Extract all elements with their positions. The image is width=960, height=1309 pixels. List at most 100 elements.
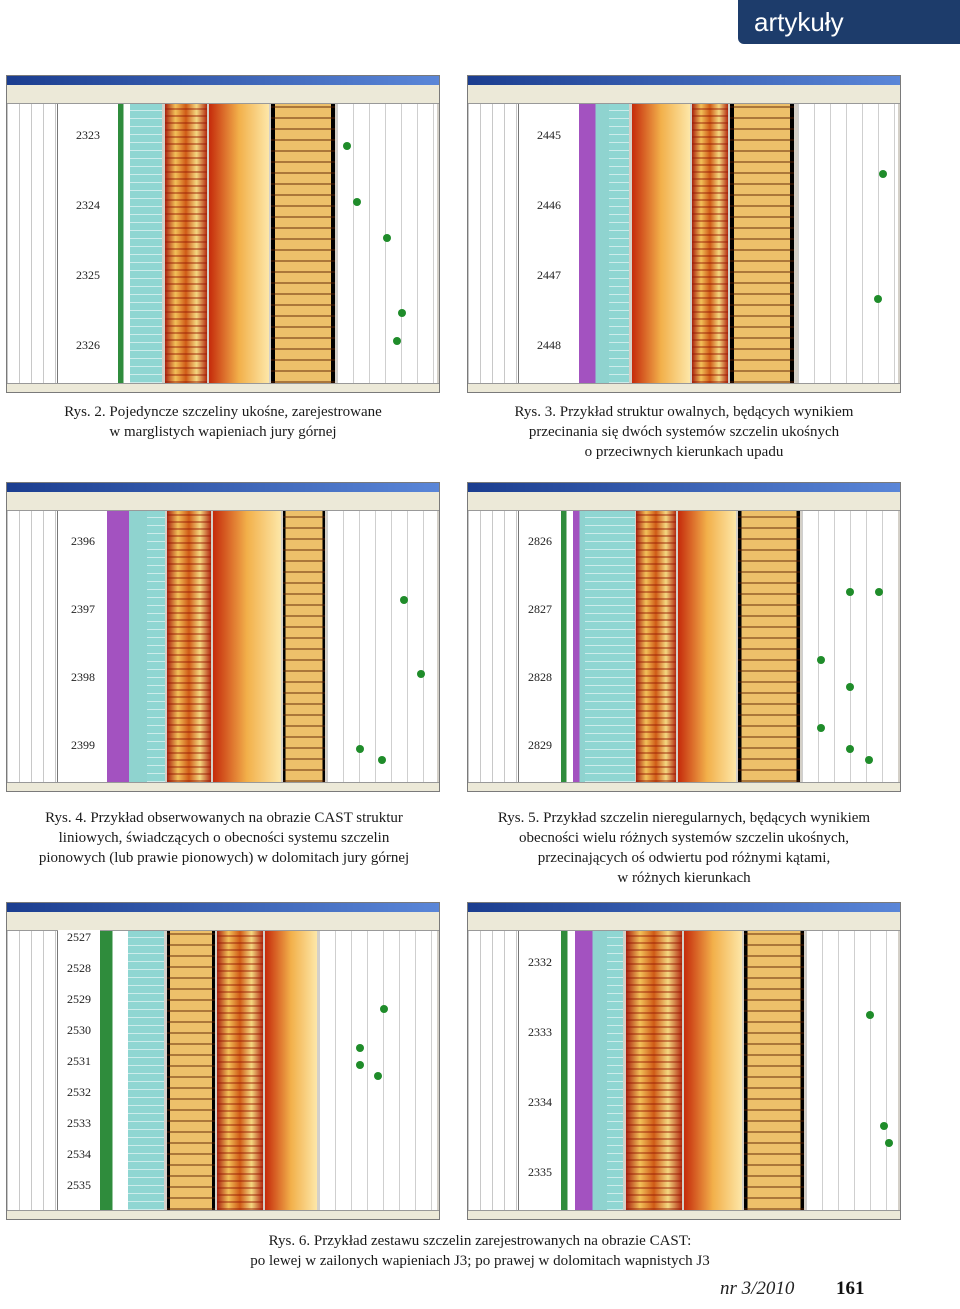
grid-track: [468, 511, 518, 782]
depth-label: 2447: [519, 267, 579, 282]
win-menu[interactable]: [468, 912, 900, 920]
depth-label: 2826: [519, 534, 561, 549]
dip-tadpole-marker: [400, 596, 408, 605]
dip-track: [802, 511, 898, 782]
dip-tadpole-marker: [879, 169, 887, 178]
win-menu[interactable]: [7, 85, 439, 93]
cyan-track: [585, 511, 635, 782]
win-tool[interactable]: [468, 93, 900, 104]
depth-label: 2528: [58, 961, 100, 976]
win-status[interactable]: [468, 383, 900, 392]
depth-label: 2527: [58, 930, 100, 945]
dip-tadpole-marker: [846, 683, 854, 692]
cast3-track: [283, 511, 325, 782]
win-status[interactable]: [7, 1210, 439, 1219]
grid-track: [7, 104, 57, 383]
dip-track: [798, 104, 898, 383]
cast2-track: [684, 931, 742, 1210]
depth-label: 2333: [519, 1025, 561, 1040]
dip-tadpole-marker: [880, 1122, 889, 1131]
green-track: [561, 511, 573, 782]
depth-label: 2398: [58, 669, 108, 684]
depth-label: 2335: [519, 1164, 561, 1179]
depth-track: 2332 2333 2334 2335: [518, 931, 562, 1210]
figure-rys2: 2323 2324 2325 2326: [6, 75, 440, 393]
win-menu[interactable]: [7, 492, 439, 500]
dip-tadpole-marker: [378, 756, 386, 765]
cast2-track: [678, 511, 736, 782]
section-tag-label: artykuły: [754, 7, 844, 37]
dip-track: [337, 104, 437, 383]
footer: nr 3/2010 161: [0, 1269, 960, 1309]
win-tool[interactable]: [468, 500, 900, 511]
win-tool[interactable]: [7, 920, 439, 931]
cast1-track: [636, 511, 676, 782]
cyan-track: [130, 104, 162, 383]
depth-label: 2530: [58, 1023, 100, 1038]
dip-tadpole-marker: [374, 1072, 382, 1081]
depth-label: 2396: [58, 534, 108, 549]
dip-tadpole-marker: [356, 745, 364, 754]
dip-tadpole-marker: [379, 1005, 388, 1014]
grid-track: [7, 931, 57, 1210]
caption-rys5: Rys. 5. Przykład szczelin nieregularnych…: [497, 810, 871, 886]
dip-tadpole-marker: [884, 1139, 893, 1148]
depth-label: 2533: [58, 1116, 100, 1131]
win-status[interactable]: [468, 782, 900, 791]
depth-label: 2446: [519, 198, 579, 213]
figure-rys3: 2445 2446 2447 2448: [467, 75, 901, 393]
cast3-track: [271, 104, 335, 383]
depth-label: 2326: [58, 337, 118, 352]
depth-label: 2334: [519, 1094, 561, 1109]
violet-track: [579, 104, 609, 383]
dip-tadpole-marker: [416, 669, 425, 678]
figure-rys4: 2396 2397 2398 2399: [6, 482, 440, 792]
win-tool[interactable]: [7, 93, 439, 104]
cast1-track: [626, 931, 682, 1210]
depth-label: 2397: [58, 602, 108, 617]
dip-track: [319, 931, 437, 1210]
cyan-track: [128, 931, 164, 1210]
win-status[interactable]: [7, 782, 439, 791]
win-tool[interactable]: [7, 500, 439, 511]
win-menu[interactable]: [468, 85, 900, 93]
green-track: [561, 931, 575, 1210]
depth-label: 2531: [58, 1054, 100, 1069]
caption-rys3: Rys. 3. Przykład struktur owalnych, będą…: [514, 404, 854, 460]
depth-label: 2535: [58, 1178, 100, 1193]
violet-track: [573, 511, 585, 782]
figure-rys5: 2826 2827 2828 2829: [467, 482, 901, 792]
cast3-track: [167, 931, 215, 1210]
win-status[interactable]: [468, 1210, 900, 1219]
depth-label: 2448: [519, 337, 579, 352]
win-tool[interactable]: [468, 920, 900, 931]
depth-label: 2325: [58, 267, 118, 282]
win-menu[interactable]: [468, 492, 900, 500]
green-track: [118, 104, 130, 383]
cast2-track: [209, 104, 269, 383]
depth-track: 2527 2528 2529 2530 2531 2532 2533 2534 2535: [57, 930, 101, 1210]
cast1-track: [165, 104, 207, 383]
dip-tadpole-marker: [865, 756, 874, 765]
dip-tadpole-marker: [356, 1060, 365, 1069]
cast2-track: [632, 104, 690, 383]
depth-label: 2828: [519, 669, 561, 684]
win-menu[interactable]: [7, 912, 439, 920]
dip-tadpole-marker: [846, 588, 854, 597]
grid-track: [7, 511, 57, 782]
depth-track: 2826 2827 2828 2829: [518, 511, 562, 782]
depth-label: 2532: [58, 1085, 100, 1100]
caption-rys2: Rys. 2. Pojedyncze szczeliny ukośne, zar…: [64, 404, 382, 440]
dip-tadpole-marker: [866, 1010, 875, 1019]
caption-rys4: Rys. 4. Przykład obserwowanych na obrazi…: [38, 810, 410, 866]
dip-tadpole-marker: [817, 723, 826, 732]
depth-label: 2445: [519, 128, 579, 143]
cast2-track: [213, 511, 281, 782]
win-status[interactable]: [7, 383, 439, 392]
cast3-track: [730, 104, 794, 383]
cast1-track: [167, 511, 211, 782]
win-title: [468, 76, 900, 85]
depth-label: 2323: [58, 128, 118, 143]
issue-number: nr 3/2010: [720, 1278, 795, 1299]
depth-label: 2399: [58, 737, 108, 752]
